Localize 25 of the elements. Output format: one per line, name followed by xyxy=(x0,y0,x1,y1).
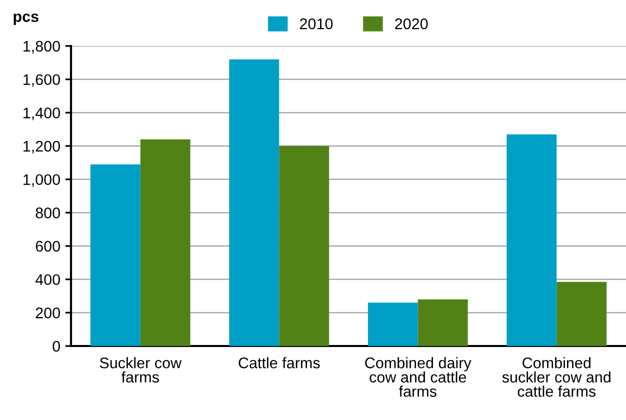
y-tick-label: 1,000 xyxy=(24,174,60,187)
y-tick-label: 0 xyxy=(52,340,60,352)
y-tick-label: 1,200 xyxy=(24,140,60,154)
bar xyxy=(140,139,190,346)
y-tick-label: 200 xyxy=(36,308,60,318)
bar xyxy=(229,59,280,346)
bar xyxy=(368,302,418,346)
y-axis-title: pcs xyxy=(14,14,38,25)
y-tick-label: 800 xyxy=(36,208,60,218)
y-tick-label: 1,800 xyxy=(24,40,60,54)
bar xyxy=(418,299,468,346)
legend-label: 2010 xyxy=(300,18,333,30)
y-tick-label: 1,400 xyxy=(24,108,60,120)
bar xyxy=(506,134,557,346)
x-tick-label: Combined dairy cow and cattle farms xyxy=(365,357,472,397)
y-tick-label: 1,600 xyxy=(24,74,60,87)
bar xyxy=(556,282,607,346)
x-tick-label: Suckler cow farms xyxy=(100,357,182,383)
y-tick-label: 600 xyxy=(36,240,60,252)
x-tick-label: Cattle farms xyxy=(238,357,320,368)
legend-label: 2020 xyxy=(395,18,428,30)
bar xyxy=(279,146,330,346)
y-tick-label: 400 xyxy=(35,274,60,286)
bar xyxy=(90,164,140,346)
x-tick-label: Combined suckler cow and cattle farms xyxy=(502,357,610,397)
